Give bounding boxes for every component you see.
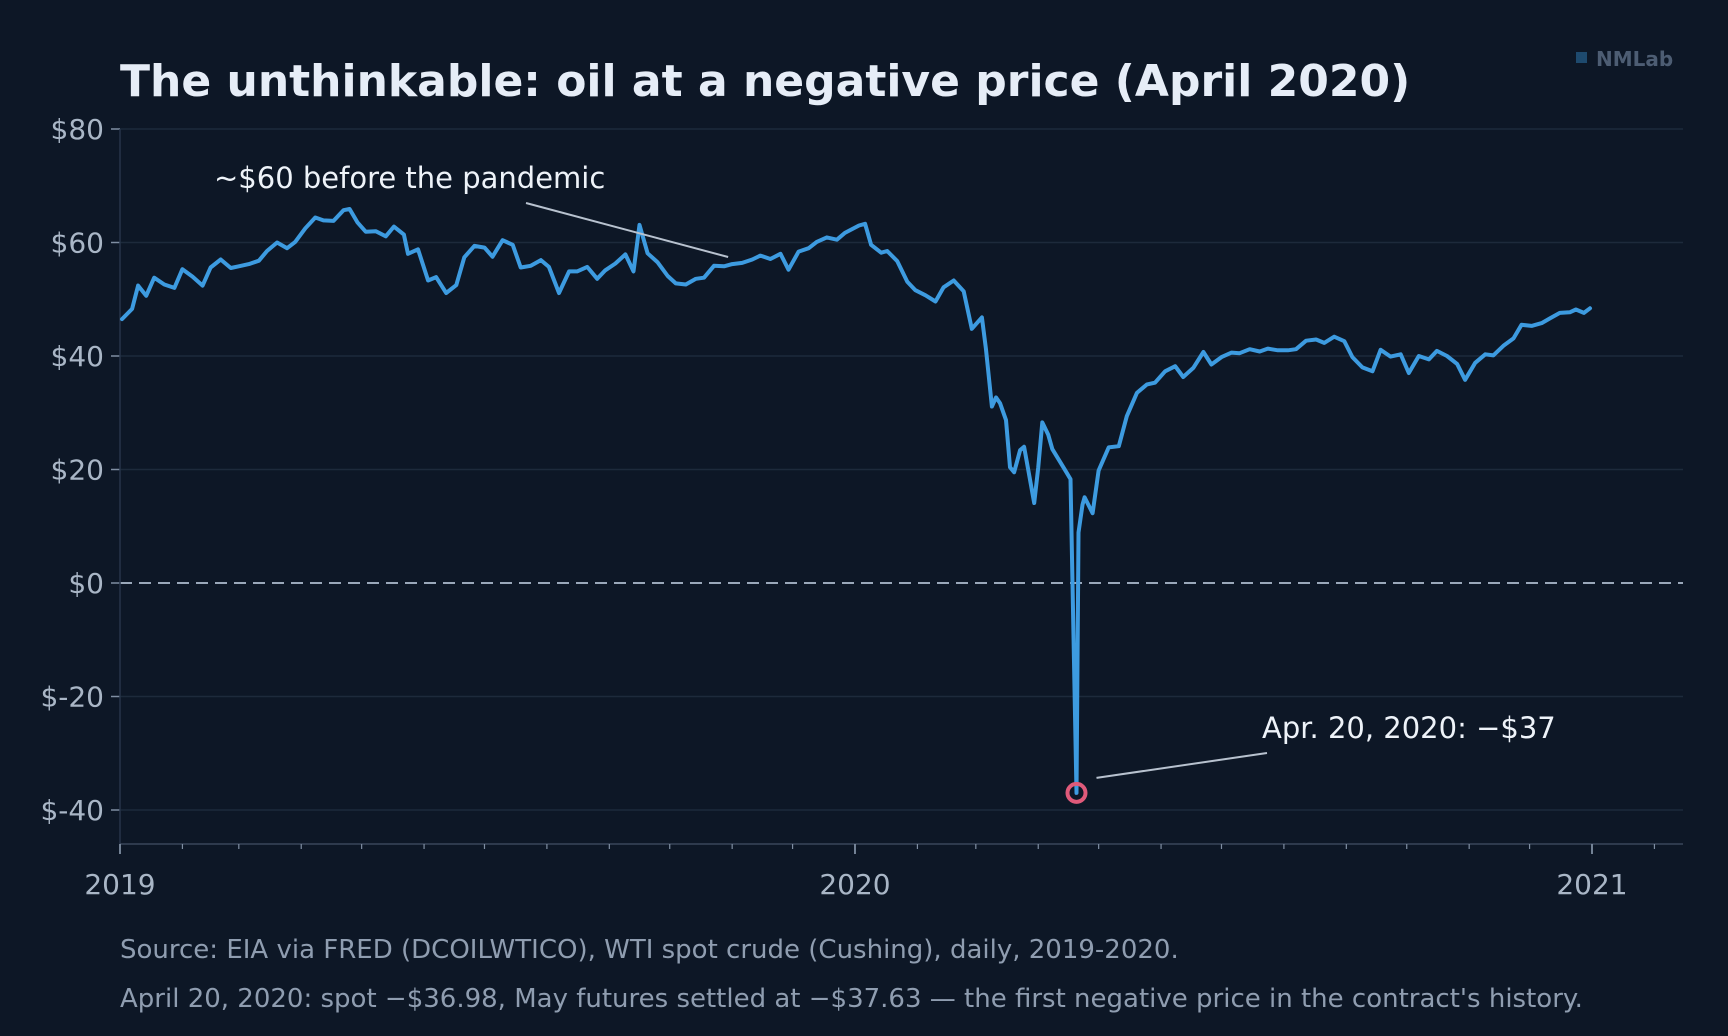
y-tick-label: $0 [68, 567, 104, 600]
annotation-pre-pandemic: ~$60 before the pandemic [214, 161, 605, 195]
x-tick-label: 2020 [819, 868, 890, 901]
x-tick-label: 2019 [84, 868, 155, 901]
watermark: NMLab [1576, 47, 1673, 71]
negative-price-marker [1065, 781, 1088, 804]
wti-price-line [120, 207, 1592, 795]
y-tick-label: $-20 [40, 681, 104, 714]
x-tick-label: 2021 [1556, 868, 1627, 901]
annotation-arrow-negative [1096, 752, 1268, 779]
source-note: Source: EIA via FRED (DCOILWTICO), WTI s… [120, 935, 1179, 965]
chart-title: The unthinkable: oil at a negative price… [120, 56, 1410, 107]
grid-lines [120, 128, 1683, 811]
y-tick-label: $80 [51, 113, 104, 146]
watermark-icon [1576, 52, 1587, 63]
y-tick-label: $40 [51, 340, 104, 373]
y-tick-label: $20 [51, 454, 104, 487]
series-layer [120, 207, 1592, 795]
annotation-arrow-pre-pandemic [525, 202, 729, 258]
annotation-negative-price: Apr. 20, 2020: −$37 [1262, 711, 1556, 745]
y-tick-label: $60 [51, 227, 104, 260]
annotations: ~$60 before the pandemic Apr. 20, 2020: −… [214, 161, 1556, 804]
watermark-label: NMLab [1596, 47, 1673, 71]
context-note: April 20, 2020: spot −$36.98, May future… [120, 984, 1583, 1014]
y-tick-label: $-40 [40, 794, 104, 827]
axes: $80 $60 $40 $20 $0 $-20 $-40 2019 2020 2021 [40, 113, 1683, 901]
